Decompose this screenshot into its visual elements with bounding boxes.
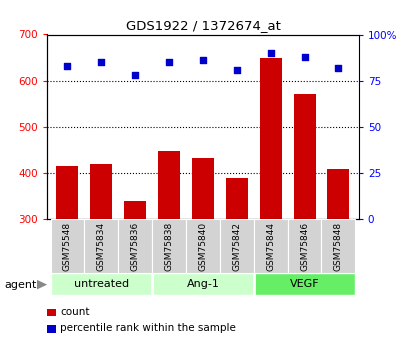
Point (334, 65, 341, 70)
Bar (152, 219, 186, 273)
Bar (225, 178, 247, 219)
Text: GSM75834: GSM75834 (97, 222, 106, 271)
Bar (50, 273, 152, 295)
Point (233, 67, 240, 72)
Text: GSM75836: GSM75836 (130, 222, 139, 271)
Bar (152, 273, 253, 295)
Bar (321, 219, 355, 273)
Point (132, 72, 138, 78)
Bar (84, 219, 118, 273)
Text: untreated: untreated (74, 279, 128, 289)
Text: percentile rank within the sample: percentile rank within the sample (60, 324, 236, 333)
Bar (253, 273, 355, 295)
Bar (253, 219, 287, 273)
Bar (56, 166, 78, 219)
Point (267, 50, 273, 56)
Bar (219, 219, 253, 273)
Bar (50, 219, 84, 273)
Polygon shape (37, 280, 47, 289)
Text: GSM75838: GSM75838 (164, 222, 173, 271)
Text: GSM75844: GSM75844 (265, 222, 274, 271)
Text: Ang-1: Ang-1 (186, 279, 219, 289)
Bar (293, 95, 315, 219)
Bar (259, 58, 281, 219)
Bar (287, 219, 321, 273)
Point (301, 54, 307, 59)
Text: VEGF: VEGF (289, 279, 319, 289)
Point (165, 59, 172, 65)
Text: agent: agent (4, 280, 36, 289)
Bar (186, 219, 219, 273)
Bar (124, 201, 146, 219)
Text: GSM75840: GSM75840 (198, 222, 207, 271)
Bar (118, 219, 152, 273)
Bar (191, 158, 213, 219)
Point (199, 58, 206, 63)
Text: GSM75548: GSM75548 (63, 222, 72, 271)
Text: GSM75846: GSM75846 (299, 222, 308, 271)
Bar (327, 169, 348, 219)
Point (64, 63, 71, 69)
Text: GSM75842: GSM75842 (232, 222, 241, 271)
Bar (158, 151, 180, 219)
Point (98, 59, 104, 65)
Text: GSM75848: GSM75848 (333, 222, 342, 271)
Bar (90, 164, 112, 219)
Title: GDS1922 / 1372674_at: GDS1922 / 1372674_at (125, 19, 280, 32)
Text: count: count (60, 307, 90, 317)
